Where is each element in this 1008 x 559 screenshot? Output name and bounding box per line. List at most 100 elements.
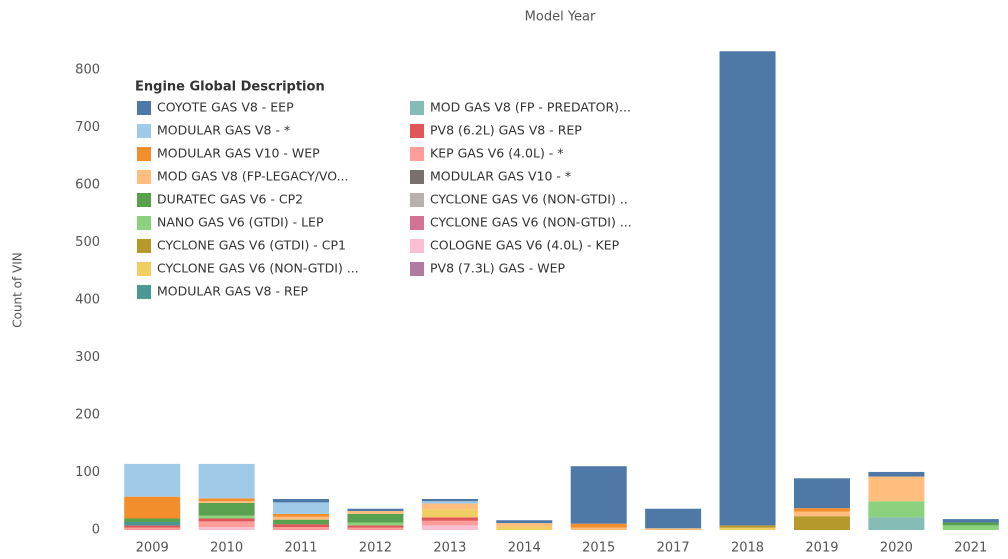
- x-tick-label: 2020: [880, 541, 913, 556]
- bar-segment: [421, 503, 478, 510]
- bar-segment: [645, 508, 702, 529]
- legend-label: COYOTE GAS V8 - EEP: [157, 100, 294, 115]
- bar-segment: [198, 501, 255, 503]
- bar-segment: [198, 521, 255, 528]
- bar-segment: [570, 527, 627, 530]
- bar-segment: [124, 521, 181, 526]
- bar-segment: [124, 463, 181, 497]
- bar-segment: [421, 517, 478, 521]
- x-tick-label: 2018: [731, 541, 764, 556]
- x-tick-label: 2009: [136, 541, 169, 556]
- legend-label: CYCLONE GAS V6 (GTDI) - CP1: [157, 238, 346, 253]
- bar-segment: [273, 513, 330, 517]
- bar-segment: [273, 527, 330, 530]
- legend-swatch: [410, 216, 424, 230]
- bar-segment: [645, 528, 702, 530]
- x-tick-label: 2014: [508, 541, 541, 556]
- bar-segment: [570, 466, 627, 524]
- bar-segment: [124, 518, 181, 522]
- bar-segment: [421, 520, 478, 526]
- bar-segment: [793, 516, 850, 530]
- bar-segment: [347, 511, 404, 514]
- bar-segment: [719, 527, 776, 530]
- bar-segment: [868, 501, 925, 518]
- bar-segment: [124, 496, 181, 519]
- x-tick-label: 2021: [954, 541, 987, 556]
- chart-title: Model Year: [525, 10, 596, 25]
- x-tick-label: 2013: [433, 541, 466, 556]
- bar-segment: [273, 524, 330, 528]
- bar-segment: [719, 525, 776, 528]
- legend-label: PV8 (6.2L) GAS V8 - REP: [430, 123, 582, 138]
- legend-label: KEP GAS V6 (4.0L) - *: [430, 146, 564, 161]
- legend-swatch: [137, 262, 151, 276]
- bar-segment: [198, 515, 255, 519]
- bar-segment: [942, 525, 999, 530]
- y-tick-label: 600: [75, 178, 100, 193]
- y-axis-label: Count of VIN: [11, 252, 25, 328]
- bar-segment: [124, 527, 181, 530]
- legend-swatch: [137, 216, 151, 230]
- legend-swatch: [137, 170, 151, 184]
- legend-swatch: [410, 101, 424, 115]
- bar-segment: [124, 525, 181, 528]
- y-tick-label: 800: [75, 63, 100, 78]
- legend-swatch: [410, 170, 424, 184]
- legend-label: MODULAR GAS V10 - *: [430, 169, 571, 184]
- x-tick-label: 2015: [582, 541, 615, 556]
- legend-label: MODULAR GAS V8 - REP: [157, 284, 309, 299]
- bar-segment: [273, 519, 330, 525]
- legend-label: CYCLONE GAS V6 (NON-GTDI) ...: [157, 261, 359, 276]
- bar-segment: [273, 498, 330, 503]
- legend-label: CYCLONE GAS V6 (NON-GTDI) ..: [430, 192, 628, 207]
- legend-label: MOD GAS V8 (FP-LEGACY/VO...: [157, 169, 349, 184]
- legend-label: COLOGNE GAS V6 (4.0L) - KEP: [430, 238, 620, 253]
- bar-segment: [496, 526, 553, 530]
- legend-label: PV8 (7.3L) GAS - WEP: [430, 261, 565, 276]
- bar-segment: [570, 523, 627, 528]
- bar-segment: [347, 508, 404, 512]
- legend-swatch: [410, 124, 424, 138]
- bar-segment: [421, 498, 478, 502]
- bar-segment: [421, 525, 478, 530]
- legend-swatch: [137, 124, 151, 138]
- legend-label: MODULAR GAS V8 - *: [157, 123, 290, 138]
- x-tick-label: 2010: [210, 541, 243, 556]
- bar-segment: [719, 51, 776, 526]
- bar-segment: [421, 501, 478, 504]
- bar-segment: [868, 476, 925, 502]
- bar-segment: [347, 525, 404, 528]
- bar-segment: [421, 509, 478, 518]
- bar-segment: [198, 518, 255, 522]
- legend-swatch: [137, 285, 151, 299]
- legend-swatch: [137, 101, 151, 115]
- legend-swatch: [410, 147, 424, 161]
- legend-swatch: [410, 193, 424, 207]
- bar-segment: [793, 508, 850, 512]
- legend-swatch: [137, 147, 151, 161]
- legend-label: NANO GAS V6 (GTDI) - LEP: [157, 215, 324, 230]
- bar-segment: [496, 523, 553, 527]
- y-tick-label: 700: [75, 120, 100, 135]
- legend-label: CYCLONE GAS V6 (NON-GTDI) ...: [430, 215, 632, 230]
- y-tick-label: 500: [75, 235, 100, 250]
- bar-segment: [273, 502, 330, 514]
- x-tick-label: 2012: [359, 541, 392, 556]
- bar-segment: [273, 516, 330, 520]
- legend-swatch: [137, 193, 151, 207]
- y-tick-label: 200: [75, 408, 100, 423]
- bar-segment: [347, 527, 404, 530]
- y-tick-label: 400: [75, 293, 100, 308]
- bar-segment: [347, 522, 404, 526]
- legend-swatch: [410, 262, 424, 276]
- bar-segment: [942, 519, 999, 523]
- bar-segment: [198, 463, 255, 499]
- bar-segment: [198, 527, 255, 530]
- x-tick-label: 2011: [284, 541, 317, 556]
- legend-label: DURATEC GAS V6 - CP2: [157, 192, 303, 207]
- bar-segment: [793, 511, 850, 517]
- x-tick-label: 2019: [805, 541, 838, 556]
- bar-segment: [198, 502, 255, 516]
- bar-segment: [347, 513, 404, 523]
